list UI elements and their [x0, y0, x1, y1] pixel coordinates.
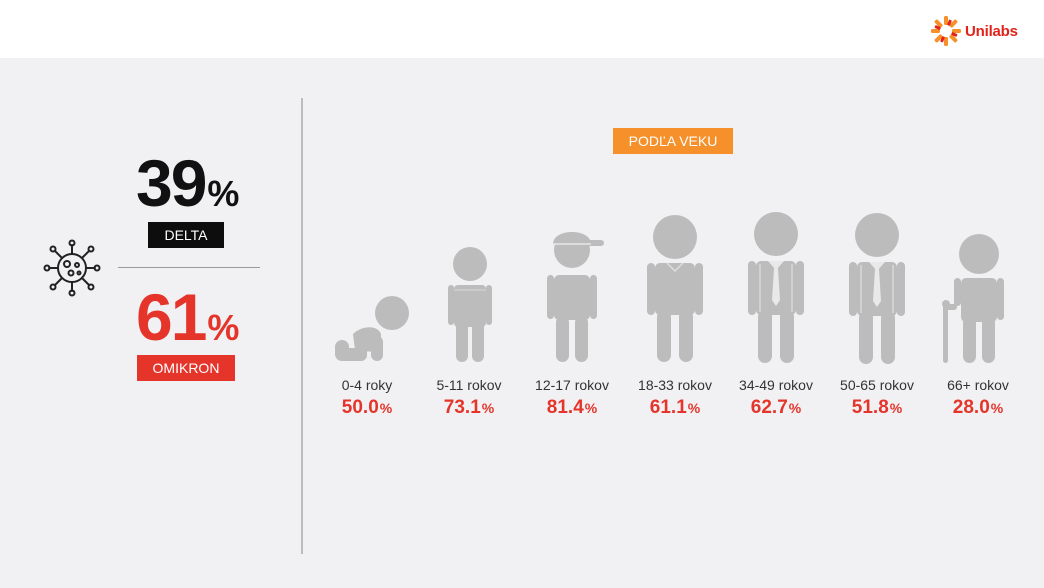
age-group-value: 50.0% — [341, 397, 393, 418]
delta-label: DELTA — [148, 222, 224, 248]
omikron-unit: % — [207, 307, 240, 348]
age-group-value: 61.1% — [649, 397, 701, 418]
age-group-value: 28.0% — [952, 397, 1004, 418]
age-group-66-plus: 66+ rokov 28.0% — [926, 200, 1030, 430]
omikron-value: 61 — [136, 280, 207, 354]
age-group-label: 0-4 roky — [341, 377, 393, 393]
omikron-label: OMIKRON — [137, 355, 235, 381]
summary-separator — [118, 267, 260, 268]
teen-with-cap-icon — [547, 232, 604, 362]
age-group-value: 73.1% — [443, 397, 495, 418]
delta-unit: % — [207, 173, 240, 214]
age-group-value: 81.4% — [546, 397, 598, 418]
age-section-title: PODĽA VEKU — [613, 128, 733, 154]
delta-value: 39 — [136, 146, 207, 220]
child-icon — [448, 247, 492, 362]
logo-text: Unilabs — [965, 22, 1018, 40]
age-group-label: 34-49 rokov — [739, 377, 813, 393]
virus-icon — [43, 239, 101, 297]
age-group-value: 62.7% — [750, 397, 802, 418]
age-group-5-11: 5-11 rokov 73.1% — [417, 200, 521, 430]
crawling-baby-icon — [335, 296, 409, 361]
unilabs-logo: Unilabs — [930, 15, 1018, 47]
omikron-percentage: 61% — [136, 284, 239, 350]
age-group-12-17: 12-17 rokov 81.4% — [520, 200, 624, 430]
age-group-label: 66+ rokov — [947, 377, 1009, 393]
age-group-label: 5-11 rokov — [436, 377, 502, 393]
age-group-50-65: 50-65 rokov 51.8% — [825, 200, 929, 430]
vertical-divider — [301, 98, 303, 554]
age-group-value: 51.8% — [851, 397, 903, 418]
adult-with-tie-icon — [849, 213, 905, 364]
young-adult-icon — [647, 215, 703, 362]
age-group-label: 18-33 rokov — [638, 377, 712, 393]
sun-logo-icon — [931, 16, 961, 46]
age-group-label: 50-65 rokov — [840, 377, 914, 393]
elderly-with-cane-icon — [942, 234, 1004, 363]
top-bar: Unilabs — [0, 0, 1044, 58]
age-group-0-4: 0-4 roky 50.0% — [315, 200, 419, 430]
age-group-34-49: 34-49 rokov 62.7% — [724, 200, 828, 430]
age-group-label: 12-17 rokov — [535, 377, 609, 393]
delta-percentage: 39% — [136, 150, 239, 216]
age-group-18-33: 18-33 rokov 61.1% — [623, 200, 727, 430]
adult-with-tie-icon — [748, 212, 804, 363]
